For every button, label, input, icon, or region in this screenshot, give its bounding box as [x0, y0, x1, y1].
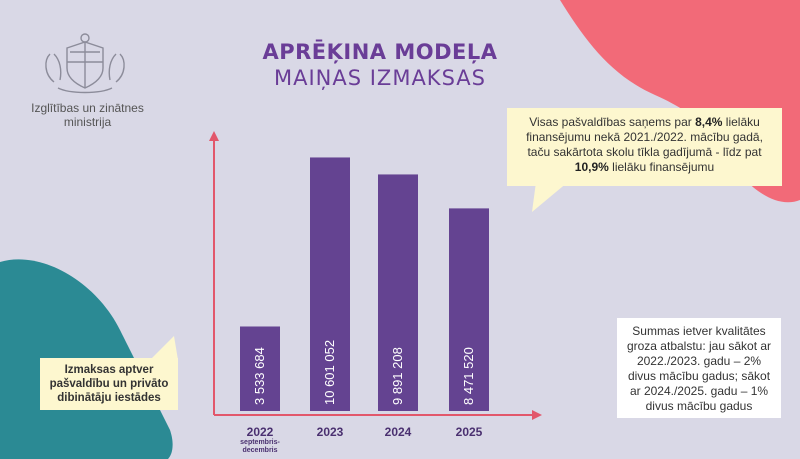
ministry-name-line2: ministrija — [63, 115, 112, 129]
callout-pointer-top — [532, 182, 568, 212]
callout-highlight-10-9: 10,9% — [574, 160, 609, 174]
ministry-name-line1: Izglītības un zinātnes — [31, 101, 144, 115]
value-label-2022: 3 533 684 — [252, 347, 267, 405]
bar-2023 — [310, 157, 350, 411]
page-subtitle: MAIŅAS IZMAKSAS — [273, 66, 486, 90]
page-title: APRĒĶINA MODEĻA — [262, 40, 498, 64]
x-axis-arrow — [532, 410, 542, 420]
x-label-2024: 2024 — [384, 425, 412, 439]
callout-highlight-8-4: 8,4% — [695, 115, 723, 129]
chart-value-labels: 3 533 684 10 601 052 9 891 208 8 471 520 — [252, 340, 476, 405]
callout-pointer-left — [150, 336, 178, 360]
chart-axes — [209, 131, 542, 420]
value-label-2024: 9 891 208 — [390, 347, 405, 405]
bar-2022 — [240, 326, 280, 411]
bar-2025 — [449, 208, 489, 411]
bar-2024 — [378, 174, 418, 411]
chart-bars — [240, 157, 489, 411]
value-label-2023: 10 601 052 — [322, 340, 337, 405]
x-label-2022: 2022 — [246, 425, 274, 439]
callout-text-part2: lielāku finansējumu nekā 2021./2022. māc… — [526, 115, 763, 159]
coat-of-arms-icon — [45, 33, 125, 94]
x-label-2025: 2025 — [455, 425, 483, 439]
x-label-2023: 2023 — [316, 425, 344, 439]
y-axis-arrow — [209, 131, 219, 141]
callout-funding-increase: Visas pašvaldības saņems par 8,4% lielāk… — [507, 108, 782, 186]
x-sublabel-2022: septembris-decembris — [240, 439, 280, 454]
value-label-2025: 8 471 520 — [461, 347, 476, 405]
callout-coverage: Izmaksas aptver pašvaldību un privāto di… — [40, 358, 178, 410]
callout-text-part3: lielāku finansējumu — [608, 160, 715, 174]
callout-text-part1: Visas pašvaldības saņems par — [529, 115, 696, 129]
note-quality-basket: Summas ietver kvalitātes groza atbalstu:… — [617, 318, 781, 418]
